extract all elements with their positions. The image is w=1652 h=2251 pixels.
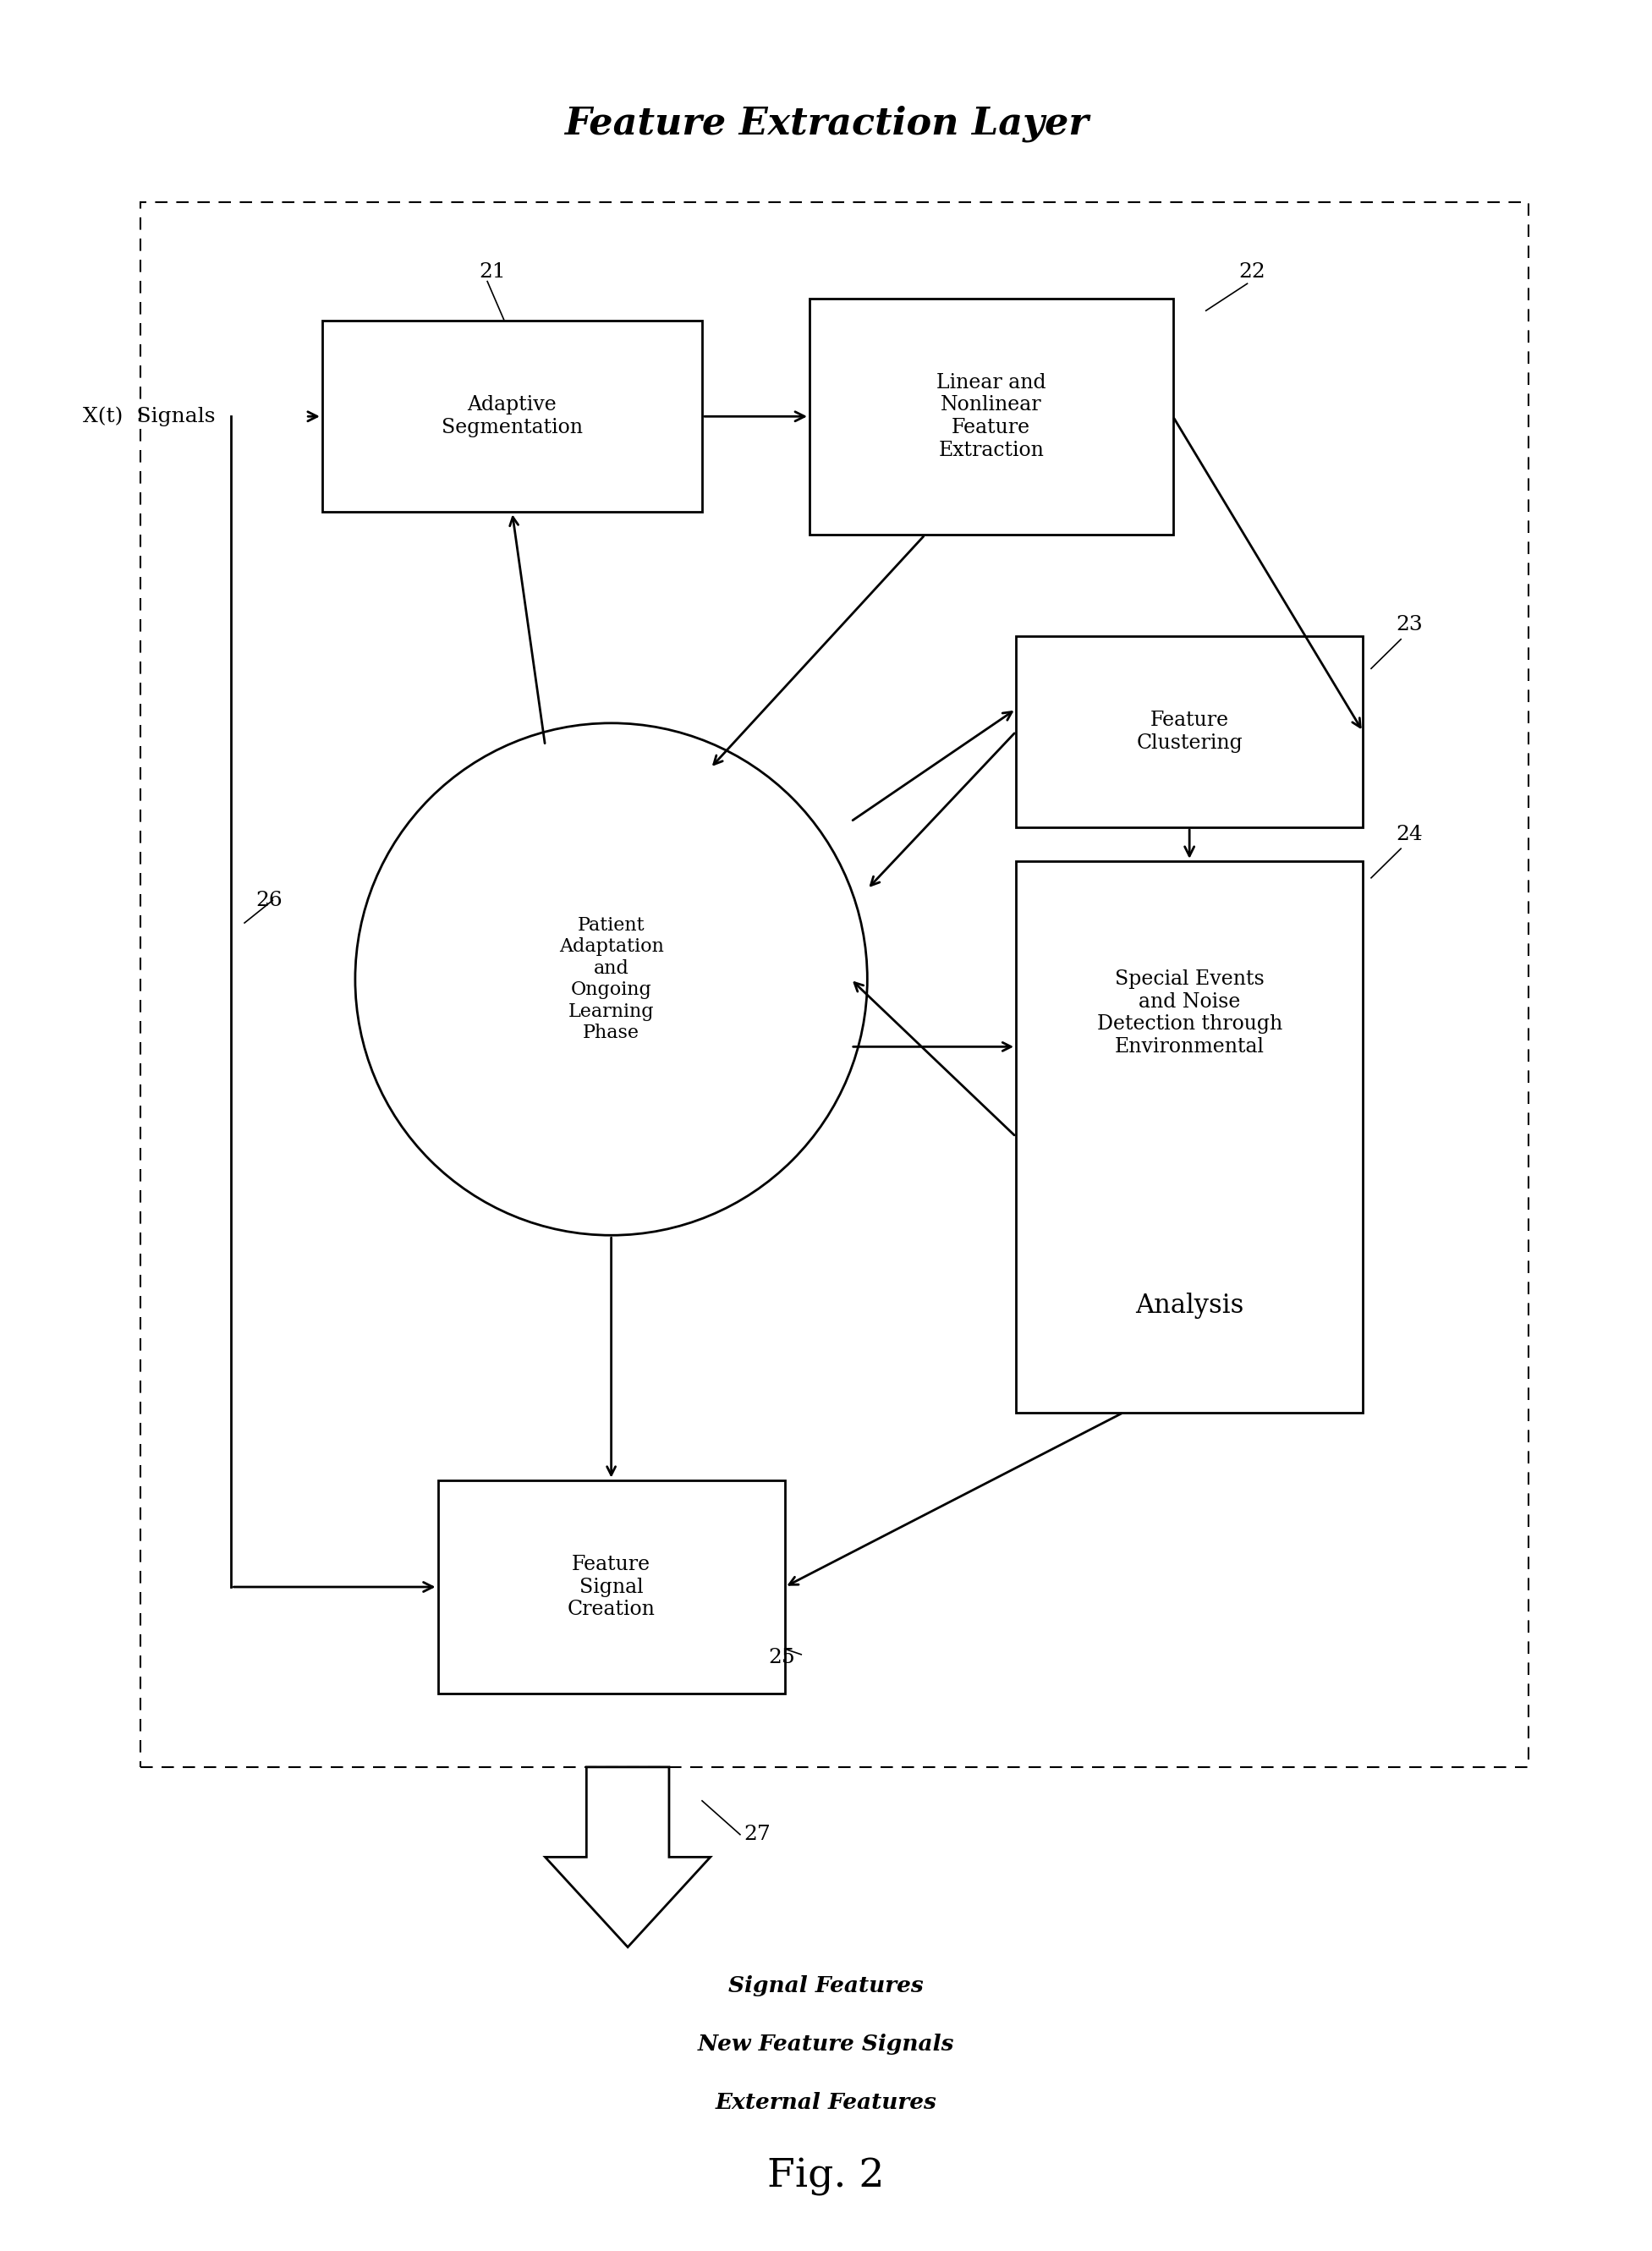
Text: 24: 24	[1396, 824, 1422, 844]
Bar	[322, 322, 702, 513]
Text: 26: 26	[256, 891, 282, 909]
Text: Special Events
and Noise
Detection through
Environmental: Special Events and Noise Detection throu…	[1097, 970, 1282, 1056]
Text: 27: 27	[743, 1826, 770, 1844]
Text: Feature Extraction Layer: Feature Extraction Layer	[563, 106, 1089, 142]
Text: Adaptive
Segmentation: Adaptive Segmentation	[441, 396, 583, 437]
Text: 21: 21	[479, 261, 506, 281]
Text: Fig. 2: Fig. 2	[768, 2156, 884, 2197]
Bar	[438, 1481, 785, 1695]
Bar	[1016, 862, 1363, 1414]
Text: Feature
Signal
Creation: Feature Signal Creation	[567, 1555, 656, 1618]
Text: External Features: External Features	[715, 2091, 937, 2114]
Bar	[140, 203, 1528, 1767]
Text: New Feature Signals: New Feature Signals	[697, 2033, 955, 2055]
Ellipse shape	[355, 723, 867, 1236]
Text: Signal Features: Signal Features	[729, 1974, 923, 1997]
Text: 25: 25	[768, 1648, 795, 1668]
Text: 23: 23	[1396, 615, 1422, 635]
Text: Linear and
Nonlinear
Feature
Extraction: Linear and Nonlinear Feature Extraction	[937, 374, 1046, 459]
Bar	[809, 299, 1173, 536]
Bar	[1016, 635, 1363, 826]
Text: Analysis: Analysis	[1135, 1292, 1244, 1319]
Text: Feature
Clustering: Feature Clustering	[1137, 711, 1242, 752]
Text: X(t)  Signals: X(t) Signals	[83, 407, 215, 425]
Text: Patient
Adaptation
and
Ongoing
Learning
Phase: Patient Adaptation and Ongoing Learning …	[558, 916, 664, 1042]
Polygon shape	[545, 1767, 710, 1947]
Text: 22: 22	[1239, 261, 1265, 281]
